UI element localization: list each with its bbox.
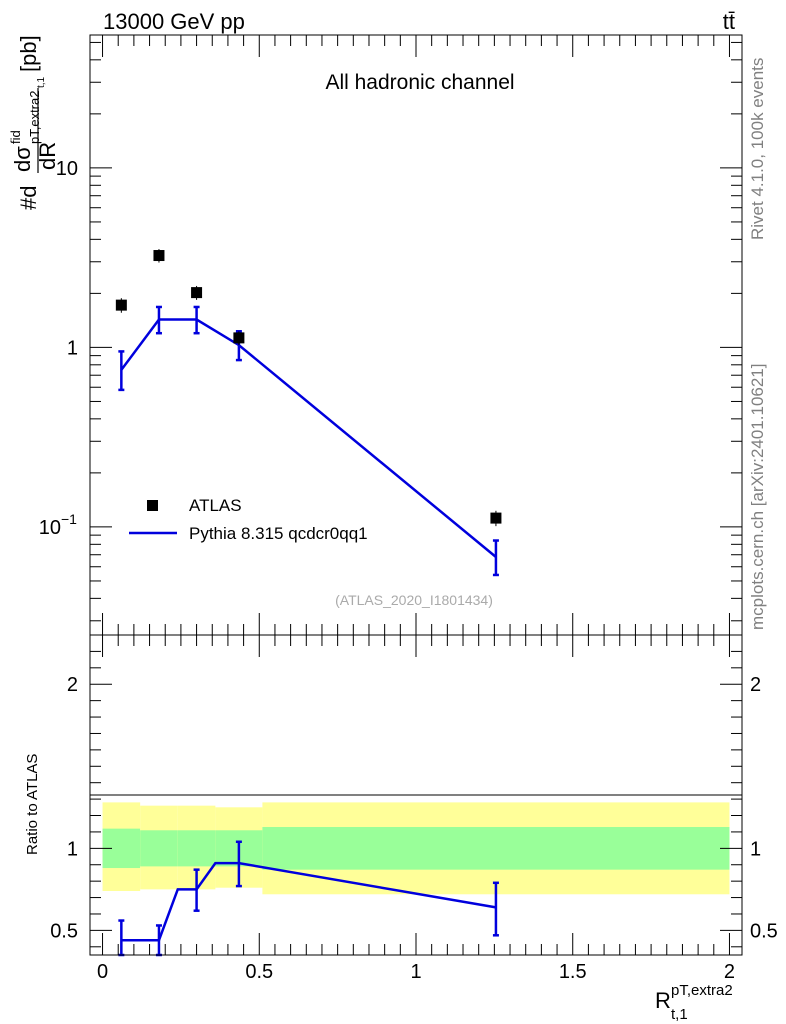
- main-y-ticks: [90, 41, 742, 622]
- ylabel-numerator-sub: pT,extra2: [27, 91, 42, 144]
- atlas-point: [115, 299, 127, 311]
- xlabel-sub: t,1: [671, 1006, 688, 1023]
- main-y-tick-label-exponent: −1: [61, 511, 77, 527]
- x-tick-label: 1: [410, 961, 421, 983]
- ylabel-unit: [pb]: [16, 35, 41, 72]
- main-y-axis-label: #d dσ fid pT,extra2 t,1 dR [pb]: [8, 35, 60, 210]
- xlabel-sup: pT,extra2: [671, 982, 733, 999]
- ylabel-numerator-sub2: t,1: [36, 76, 47, 88]
- rivet-label: Rivet 4.1.0, 100k events: [748, 57, 767, 240]
- ylabel-numerator: dσ: [10, 146, 35, 172]
- main-panel: All hadronic channel (ATLAS_2020_I180143…: [8, 34, 743, 636]
- legend-marker-atlas: [147, 500, 158, 511]
- main-y-tick-label: 1: [67, 337, 78, 359]
- mcplots-label: mcplots.cern.ch [arXiv:2401.10621]: [748, 363, 767, 630]
- x-tick-label: 0: [97, 961, 108, 983]
- ratio-panel: 0.5 0.5 1 1 2 2 0 0.5 1 1.5 2 Ratio to ATLAS R pT…: [24, 634, 778, 1023]
- main-y-tick-label: 10: [56, 158, 78, 180]
- atlas-point: [153, 250, 165, 262]
- x-tick-label: 0.5: [245, 961, 273, 983]
- ratio-y-tick-label-left: 0.5: [50, 920, 78, 942]
- svg-text:#d: #d: [16, 186, 41, 210]
- ratio-y-tick-label-right: 2: [750, 674, 761, 696]
- ylabel-prefix: #d: [16, 186, 41, 210]
- ratio-y-tick-label-right: 0.5: [750, 920, 778, 942]
- atlas-point: [191, 287, 203, 299]
- final-state-label: tt̄: [723, 9, 735, 34]
- main-x-ticks: [102, 35, 730, 635]
- main-y-tick-label: 10: [39, 517, 61, 539]
- ratio-y-tick-labels: 0.5 0.5 1 1 2 2: [50, 674, 778, 942]
- ratio-mc-series: [118, 840, 499, 957]
- ratio-band-inner: [177, 830, 216, 867]
- ratio-mc-line: [121, 861, 497, 942]
- mc-line: [120, 318, 497, 558]
- ratio-y-tick-label-left: 1: [67, 838, 78, 860]
- atlas-point: [490, 512, 502, 524]
- legend-label-atlas: ATLAS: [189, 496, 242, 515]
- ratio-y-axis-label: Ratio to ATLAS: [24, 754, 41, 855]
- ratio-ticks: [90, 635, 742, 955]
- legend: ATLAS Pythia 8.315 qcdcr0qq1: [129, 496, 368, 543]
- channel-label: All hadronic channel: [325, 71, 514, 94]
- ratio-y-tick-label-right: 1: [750, 838, 761, 860]
- analysis-id-label: (ATLAS_2020_I1801434): [335, 592, 493, 608]
- ylabel-denominator: dR: [35, 142, 60, 170]
- ratio-x-tick-labels: 0 0.5 1 1.5 2: [97, 961, 735, 983]
- ratio-bands: [102, 802, 730, 895]
- atlas-series: [115, 249, 502, 527]
- ratio-band-inner: [262, 827, 730, 870]
- main-frame: [89, 34, 743, 636]
- ratio-band-inner: [140, 830, 178, 867]
- x-axis-label: R pT,extra2 t,1: [655, 982, 733, 1023]
- process-label: 13000 GeV pp: [103, 9, 245, 34]
- ratio-y-tick-label-left: 2: [67, 674, 78, 696]
- xlabel-main: R: [655, 988, 671, 1013]
- atlas-point: [233, 332, 245, 344]
- ylabel-numerator-sup: fid: [8, 130, 23, 144]
- legend-label-mc: Pythia 8.315 qcdcr0qq1: [189, 524, 368, 543]
- x-tick-label: 2: [724, 961, 735, 983]
- x-tick-label: 1.5: [559, 961, 587, 983]
